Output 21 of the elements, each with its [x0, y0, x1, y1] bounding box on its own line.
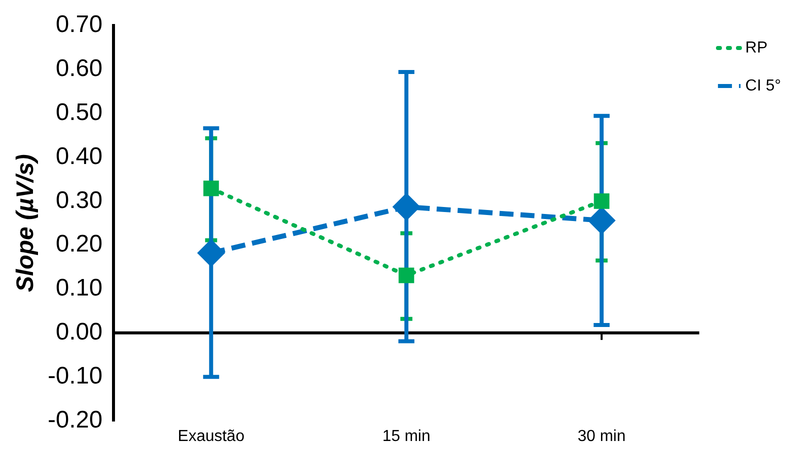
x-tick-label: 30 min [578, 428, 626, 445]
y-tick-label: 0.00 [56, 318, 103, 346]
x-tick-label: 15 min [382, 428, 430, 445]
y-tick-label: 0.40 [56, 142, 103, 170]
y-tick-label: 0.50 [56, 98, 103, 126]
x-tick-label: Exaustão [178, 428, 245, 445]
legend-label: CI 5° [745, 77, 782, 94]
point [203, 180, 219, 196]
y-tick-label: 0.20 [56, 230, 103, 258]
y-tick-label: 0.60 [56, 54, 103, 82]
point [392, 192, 420, 221]
y-tick-label: 0.30 [56, 186, 103, 214]
y-tick-label: 0.70 [56, 11, 103, 38]
y-tick-label: -0.10 [48, 362, 103, 390]
y-tick-label: 0.10 [56, 274, 103, 302]
y-tick-label: -0.20 [48, 406, 103, 434]
point [197, 238, 226, 267]
point [594, 193, 610, 209]
y-axis-title: Slope (µV/s) [12, 154, 40, 292]
point [398, 268, 414, 284]
legend-label: RP [745, 39, 768, 56]
